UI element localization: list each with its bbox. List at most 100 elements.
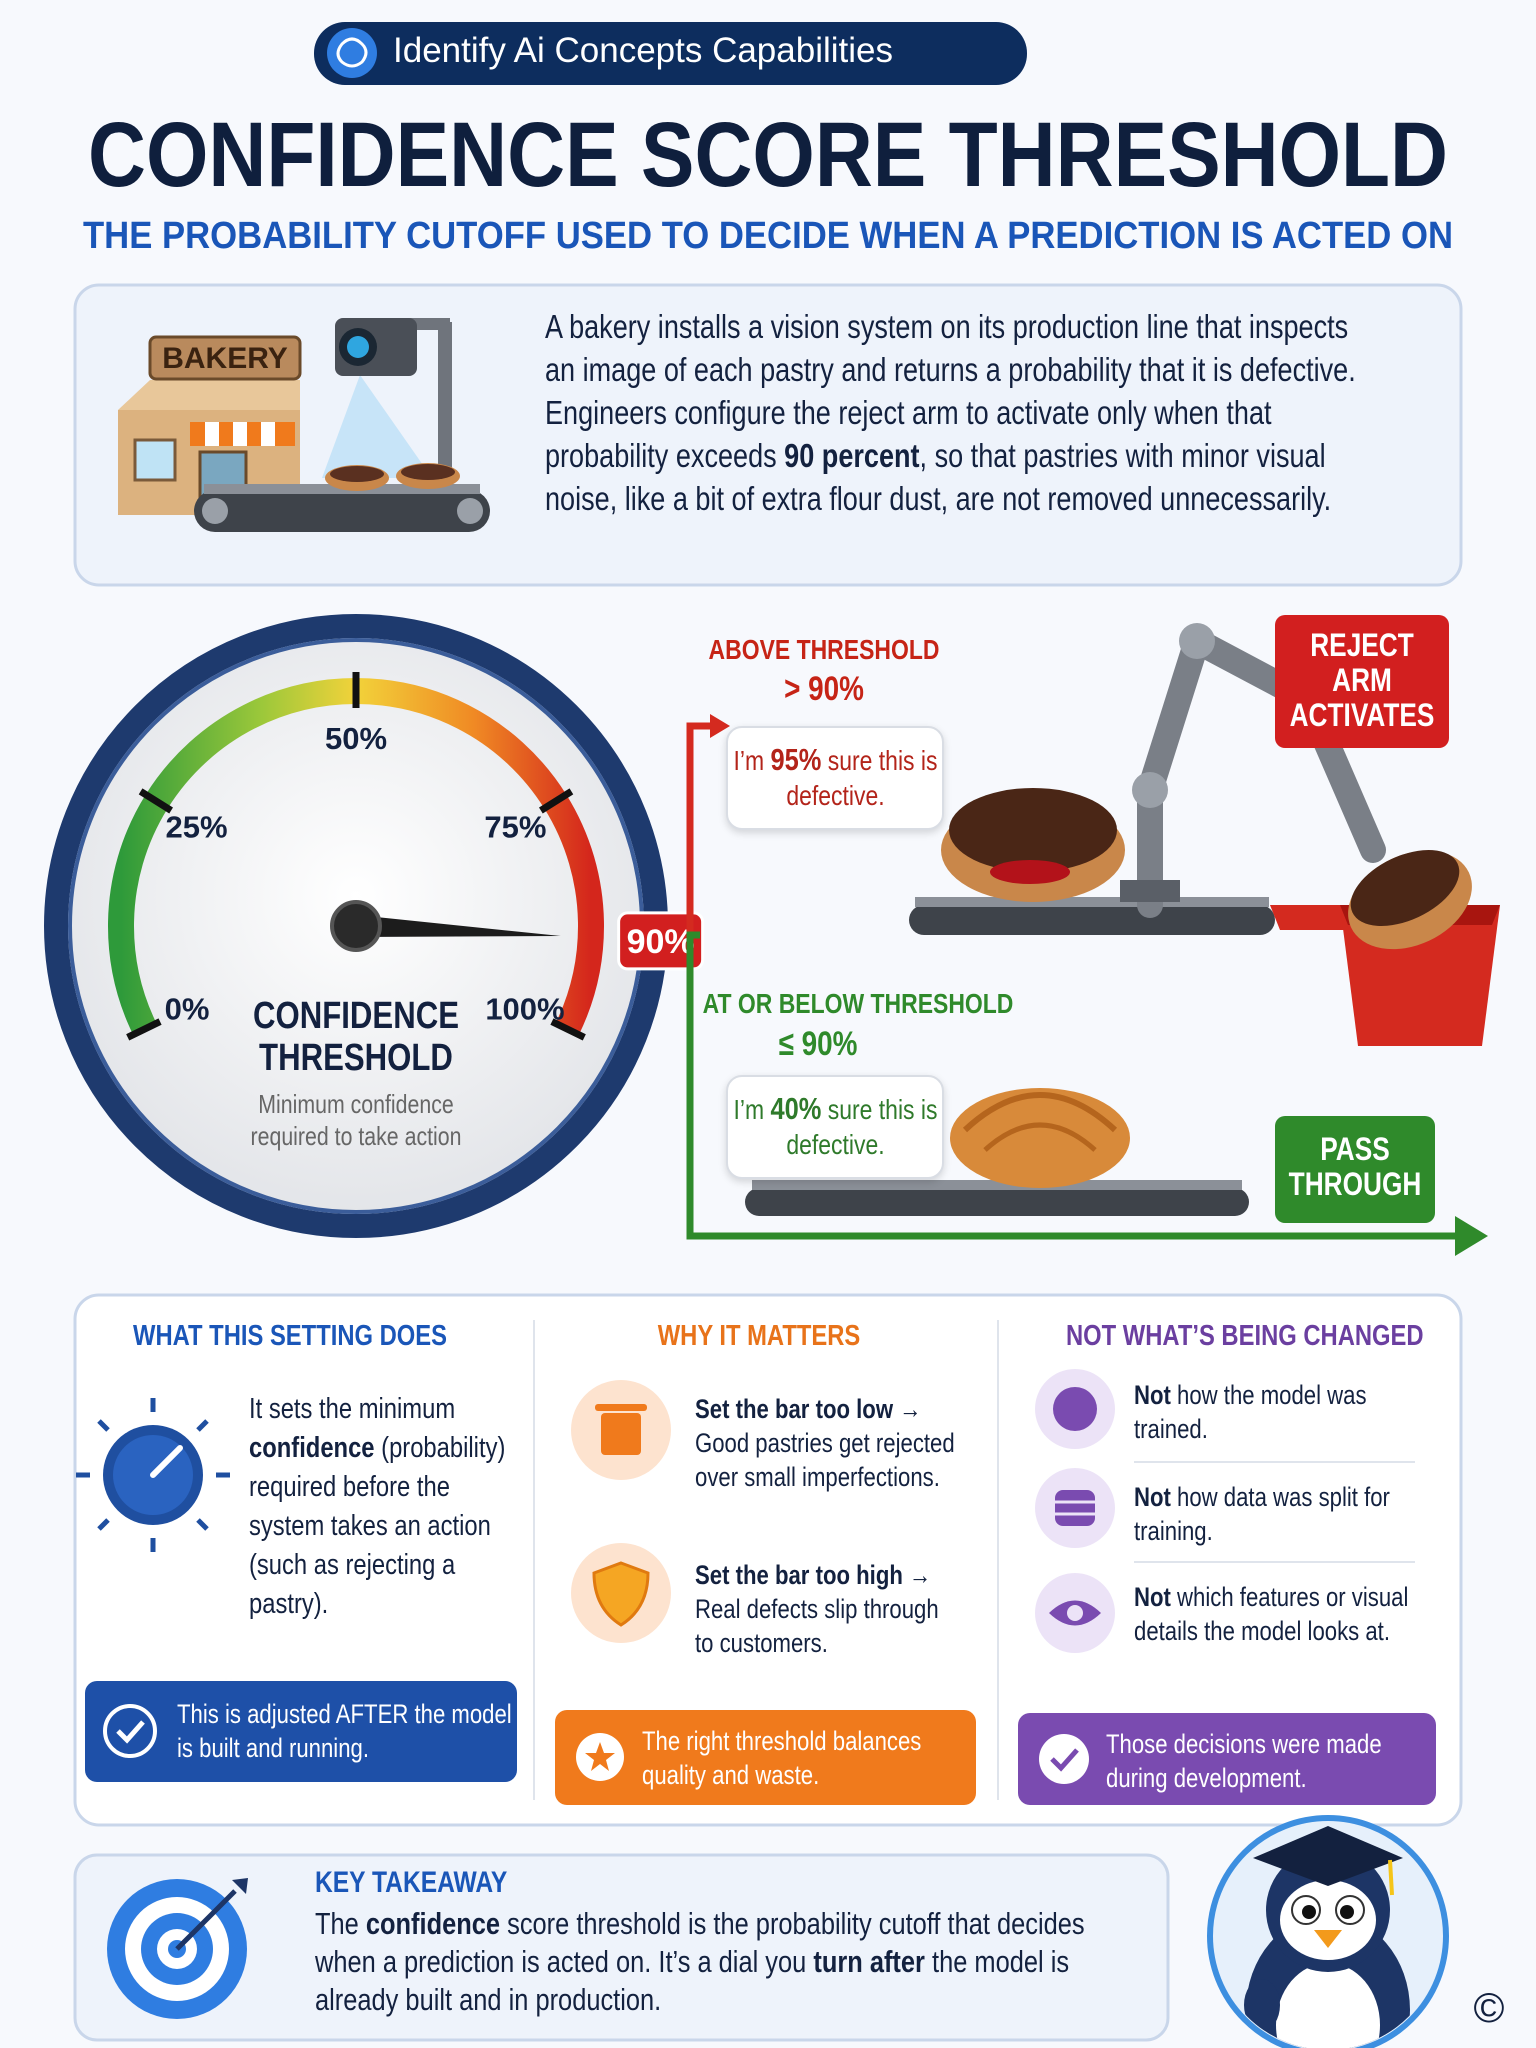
dial-icon-part (76, 1398, 230, 1552)
pass-scene-part (950, 1088, 1130, 1188)
page-title: CONFIDENCE SCORE THRESHOLD (88, 104, 1448, 206)
not-icons-part (1055, 1490, 1095, 1526)
pass-scene-part (962, 1092, 1118, 1133)
takeaway-heading: KEY TAKEAWAY (315, 1866, 508, 1899)
bakery-illustration-part (202, 498, 228, 524)
gauge-tick-label: 75% (484, 809, 546, 844)
penguin-mascot-part-part (1340, 1905, 1354, 1919)
emphasis: confidence (249, 1432, 375, 1464)
matters-icons (571, 1380, 671, 1643)
reject-label: REJECT ARM ACTIVATES (1289, 627, 1435, 733)
target-icon (107, 1878, 248, 2019)
reject-scene (909, 615, 1500, 1046)
bakery-illustration: BAKERY (118, 318, 490, 532)
column-text: It sets the minimum confidence (probabil… (249, 1390, 520, 1624)
column-heading: NOT WHAT’S BEING CHANGED (1066, 1320, 1424, 1352)
matters-icons-part (595, 1404, 647, 1411)
emphasis: Not (1134, 1380, 1171, 1410)
threshold-label: 90% (627, 923, 695, 961)
penguin-mascot-part-part (1314, 1930, 1342, 1948)
penguin-mascot-part-part (1253, 1826, 1403, 1886)
badge-part (327, 28, 377, 78)
matters-item: Set the bar too high → Real defects slip … (695, 1558, 957, 1660)
not-icons (1035, 1369, 1115, 1653)
column-heading: WHAT THIS SETTING DOES (133, 1320, 447, 1352)
item-text: Real defects slip through to customers. (695, 1594, 939, 1658)
emphasis: confidence (365, 1906, 501, 1941)
reject-scene-part (990, 860, 1070, 884)
note-boxes-part (1050, 1748, 1079, 1772)
not-item: Not how the model was trained. (1134, 1378, 1417, 1446)
below-heading: AT OR BELOW THRESHOLD (702, 988, 1014, 1019)
text: score threshold is the probability cutof… (315, 1906, 1085, 1979)
item-title: Set the bar too low → (695, 1394, 922, 1424)
intro-text: A bakery installs a vision system on its… (545, 305, 1380, 520)
dial-icon-part-part (97, 1419, 110, 1432)
note-boxes (85, 1681, 1436, 1805)
gauge-tick-label: 25% (166, 809, 228, 844)
column-heading: WHY IT MATTERS (657, 1320, 861, 1352)
reject-scene-part (909, 905, 1275, 935)
bubble-text: I’m 95% sure this is defective. (728, 742, 942, 813)
text: It sets the minimum (249, 1393, 456, 1425)
gauge-tick (138, 788, 173, 814)
branch-arrows-part (1455, 1216, 1488, 1256)
text: , so that pastries with minor visual noi… (545, 437, 1332, 517)
dial-icon (76, 1398, 230, 1552)
bakery-illustration-part (401, 464, 455, 480)
matters-item: Set the bar too low → Good pastries get r… (695, 1392, 957, 1494)
text: sure this is defective. (786, 1094, 938, 1160)
badge (314, 22, 1027, 85)
not-icons-part (1053, 1387, 1097, 1431)
item-title: Set the bar too high → (695, 1560, 932, 1590)
note-boxes-part (85, 1681, 517, 1782)
pass-scene (745, 1088, 1435, 1223)
gauge: 0% 25% 50% 75% 100% 90% (44, 614, 705, 1238)
target-icon-part (232, 1878, 248, 1894)
takeaway-text: The confidence score threshold is the pr… (315, 1905, 1131, 2019)
bakery-illustration-part (457, 498, 483, 524)
matters-icons-part (601, 1413, 641, 1455)
not-icons-part (1067, 1605, 1083, 1621)
emphasis: turn after (813, 1944, 925, 1979)
reject-scene-part (1275, 615, 1449, 748)
reject-scene-part (915, 897, 1269, 907)
note-boxes-part (116, 1720, 145, 1744)
bakery-sign: BAKERY (162, 342, 288, 375)
text: which features or visual details the mod… (1134, 1582, 1409, 1646)
penguin-mascot-part-part (1388, 1859, 1394, 1896)
dividers (533, 1320, 1415, 1800)
reject-scene-part (1179, 623, 1215, 659)
above-bubble: I’m 95% sure this is defective. (726, 726, 944, 830)
bakery-illustration-part (148, 335, 302, 381)
text: how the model was trained. (1134, 1380, 1367, 1444)
below-condition: ≤ 90% (778, 1025, 858, 1063)
gauge-tick-label: 100% (485, 991, 564, 1026)
copyright: © (1474, 1984, 1505, 2031)
dial-icon-part (150, 1445, 183, 1478)
gauge-tick (126, 1018, 162, 1041)
pass-scene-part (752, 1180, 1242, 1190)
reject-scene-part (1120, 880, 1180, 902)
pass-label: PASS THROUGH (1288, 1131, 1422, 1202)
text: how data was split for training. (1134, 1482, 1390, 1546)
pass-scene-part (1275, 1116, 1435, 1223)
bakery-illustration-part (205, 422, 219, 446)
penguin-mascot-part (1244, 1826, 1410, 2048)
reject-scene-part (949, 788, 1117, 872)
bakery-illustration-part (322, 375, 432, 478)
bakery-illustration-part (233, 422, 247, 446)
text: I’m (733, 745, 771, 776)
above-heading: ABOVE THRESHOLD (708, 634, 940, 665)
target-icon-part (175, 1889, 237, 1951)
not-item: Not which features or visual details the… (1134, 1580, 1417, 1648)
penguin-mascot-part-part (1244, 1979, 1280, 2031)
text: I’m (733, 1094, 771, 1125)
note-text: This is adjusted AFTER the model is buil… (177, 1699, 512, 1763)
penguin-mascot-part-part (1302, 1905, 1316, 1919)
note-text: Those decisions were made during develop… (1106, 1729, 1382, 1793)
gauge-tick-label: 50% (325, 721, 387, 756)
text: sure this is defective. (786, 745, 938, 811)
needle-hub (330, 900, 382, 952)
